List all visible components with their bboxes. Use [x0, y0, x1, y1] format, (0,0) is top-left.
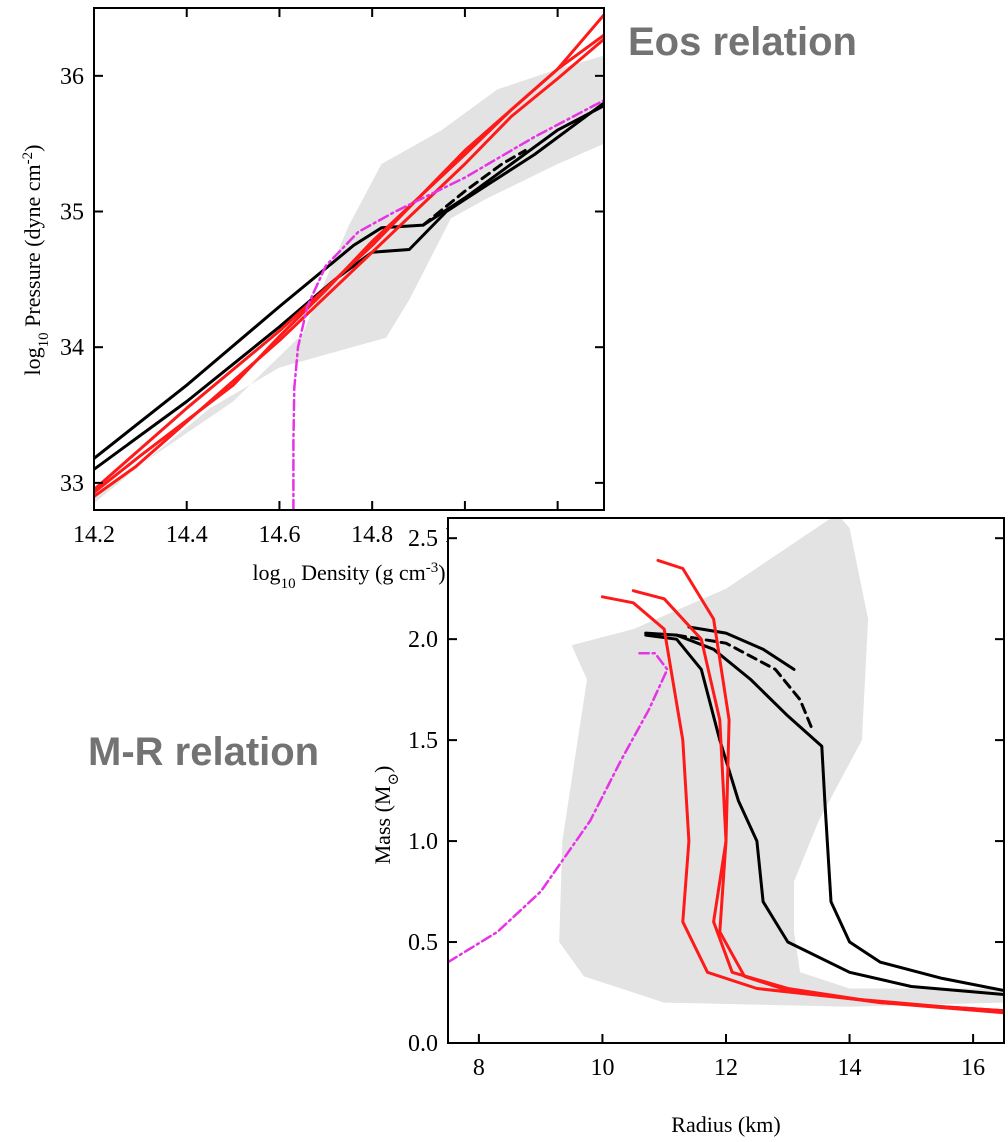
eos-x-tick-label: 14.6: [258, 522, 300, 548]
mr-y-tick-label: 1.5: [408, 728, 438, 754]
eos-series-red-line-5: [94, 13, 604, 492]
eos-y-tick-label: 36: [60, 64, 84, 90]
mr-series-red-line-7: [656, 558, 1004, 1015]
eos-x-axis-label: log10 Density (g cm-3): [252, 560, 445, 592]
mr-y-tick-label: 1.0: [408, 829, 438, 855]
eos-y-tick-label: 34: [60, 335, 84, 361]
eos-relation-annotation: Eos relation: [628, 20, 857, 64]
eos-y-tick-label: 35: [60, 200, 84, 226]
mr-series-black-line-3: [687, 625, 796, 671]
eos-x-tick-label: 14.2: [73, 522, 115, 548]
mr-series-magenta-line-8: [448, 652, 669, 964]
eos-plot-frame: [93, 7, 605, 511]
mr-x-tick-label: 10: [590, 1055, 614, 1081]
mr-x-tick-label: 14: [838, 1055, 862, 1081]
mr-y-tick-label: 2.0: [408, 627, 438, 653]
mr-series-black-line-2: [644, 633, 1004, 996]
eos-uncertainty-band: [94, 55, 604, 504]
mr-series-black-line-4: [675, 633, 814, 732]
eos-y-tick-label: 33: [60, 471, 84, 497]
eos-series-black-line-1: [94, 104, 604, 460]
eos-series-black-line-3: [421, 149, 527, 227]
eos-x-tick-label: 14.8: [351, 522, 393, 548]
mr-y-axis-label: Mass (M⊙): [370, 766, 402, 865]
mr-series-black-line-1: [644, 631, 1004, 992]
mr-y-tick-label: 0.0: [408, 1031, 438, 1057]
mr-y-tick-label: 0.5: [408, 930, 438, 956]
mr-y-tick-label: 2.5: [408, 526, 438, 552]
eos-chart: 14.214.414.614.815.015.233343536log10 De…: [20, 7, 605, 592]
mr-uncertainty-band: [559, 518, 1004, 1007]
eos-x-tick-label: 14.4: [166, 522, 208, 548]
mr-relation-annotation: M-R relation: [88, 730, 320, 774]
mr-x-tick-label: 8: [473, 1055, 485, 1081]
eos-y-axis-label: log10 Pressure (dyne cm-2): [20, 145, 52, 376]
mr-x-axis-label: Radius (km): [671, 1112, 780, 1137]
mr-x-tick-label: 16: [961, 1055, 985, 1081]
eos-series-black-line-2: [94, 101, 604, 471]
mr-x-tick-label: 12: [714, 1055, 738, 1081]
eos-series-red-line-6: [94, 37, 604, 498]
eos-series-magenta-line-7: [292, 99, 604, 510]
